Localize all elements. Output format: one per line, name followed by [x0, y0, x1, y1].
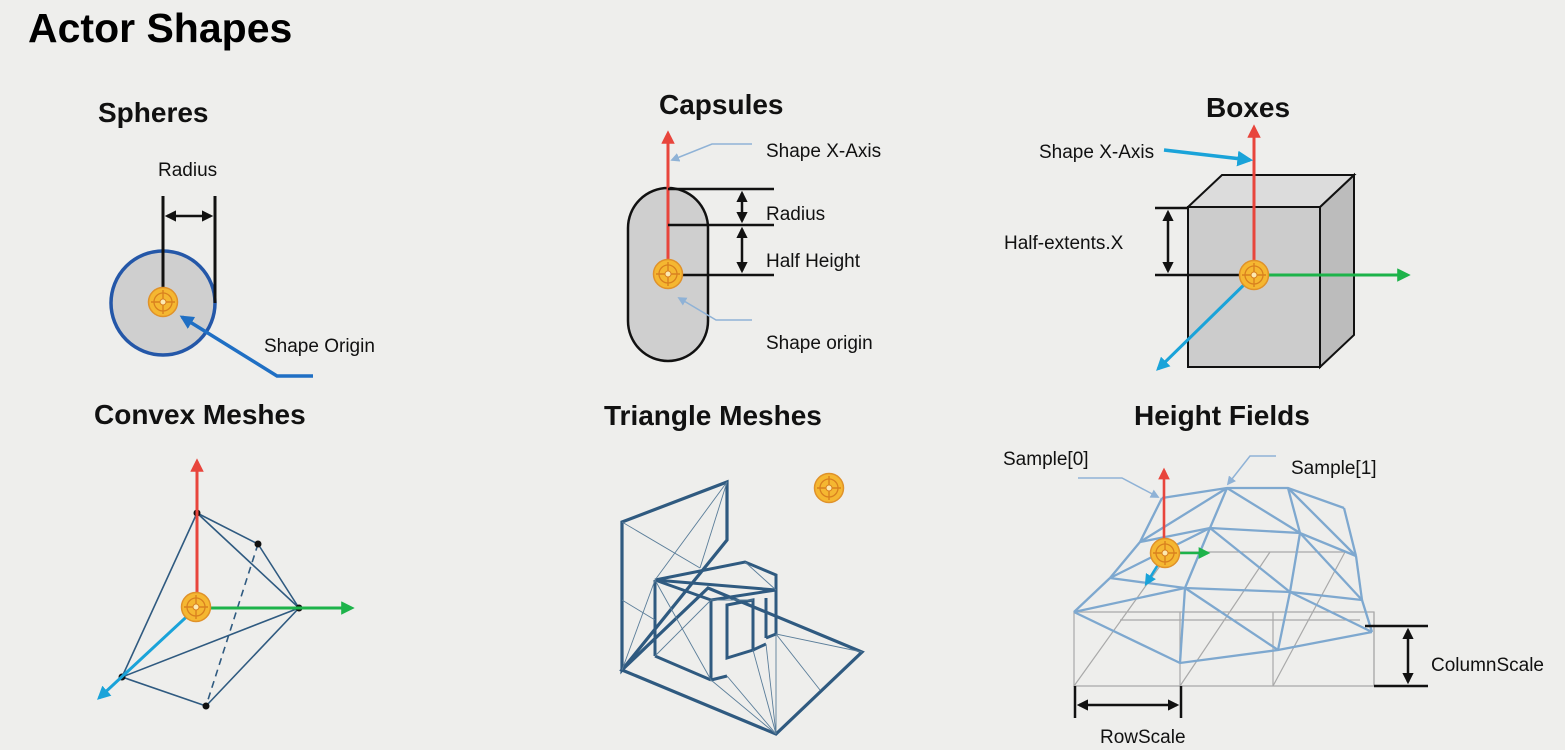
convex-origin-marker: [180, 591, 212, 623]
box-x-axis-label: Shape X-Axis: [1039, 142, 1154, 163]
box-z-axis-arrow: [1156, 273, 1256, 371]
convex-vertex: [254, 540, 262, 548]
height-fields-heading-text: Height Fields: [1134, 400, 1310, 431]
spheres-panel: Spheres Radius Shape Origin: [98, 97, 375, 378]
convex-mesh-wireframe: [121, 512, 300, 707]
box-right-face: [1319, 172, 1355, 370]
sphere-origin-marker: [147, 286, 179, 318]
capsule-origin-label: Shape origin: [766, 333, 873, 354]
triangle-mesh-wireframe: [619, 479, 865, 736]
sphere-origin-pointer-arrow: [179, 315, 313, 378]
height-field-surface: [1073, 486, 1374, 665]
capsule-radius-label: Radius: [766, 204, 825, 225]
box-origin-marker: [1238, 259, 1270, 291]
capsules-heading: Capsules: [659, 89, 784, 120]
sphere-origin-label: Shape Origin: [264, 336, 375, 357]
capsule-origin-marker: [652, 258, 684, 290]
convex-meshes-heading: Convex Meshes: [94, 399, 306, 430]
sphere-radius-label: Radius: [158, 160, 217, 181]
box-half-extents-label: Half-extents.X: [1004, 233, 1124, 254]
capsule-x-axis-pointer: [670, 143, 752, 162]
height-field-origin-marker: [1149, 537, 1181, 569]
capsule-origin-pointer: [677, 297, 752, 321]
spheres-heading: Spheres: [98, 97, 209, 128]
convex-vertex: [202, 702, 210, 710]
capsule-half-height-label: Half Height: [766, 251, 861, 272]
capsule-x-axis-label: Shape X-Axis: [766, 141, 881, 162]
height-field-sample1-label: Sample[1]: [1291, 458, 1377, 479]
slide-title: Actor Shapes: [28, 5, 292, 51]
column-scale-label: ColumnScale: [1431, 655, 1544, 676]
convex-meshes-panel: Convex Meshes: [94, 399, 355, 710]
height-field-base-grid: [1073, 551, 1375, 687]
boxes-heading: Boxes: [1206, 92, 1290, 123]
row-scale-label: RowScale: [1100, 727, 1186, 748]
box-x-axis-pointer-arrow: [1163, 148, 1254, 167]
sample1-pointer: [1226, 455, 1276, 486]
boxes-panel: Boxes Shape X-Axis Half-extents.X: [1004, 92, 1411, 371]
sample0-pointer: [1078, 477, 1160, 498]
capsules-panel: Capsules Shape X-Axis Radius Half Height…: [626, 89, 881, 363]
triangle-meshes-panel: Triangle Meshes: [604, 400, 865, 736]
height-fields-panel: Height Fields: [1003, 400, 1544, 748]
triangle-meshes-heading: Triangle Meshes: [604, 400, 822, 431]
triangle-mesh-origin-marker: [813, 472, 845, 504]
height-field-sample0-label: Sample[0]: [1003, 449, 1089, 470]
convex-z-axis-arrow: [97, 606, 198, 700]
